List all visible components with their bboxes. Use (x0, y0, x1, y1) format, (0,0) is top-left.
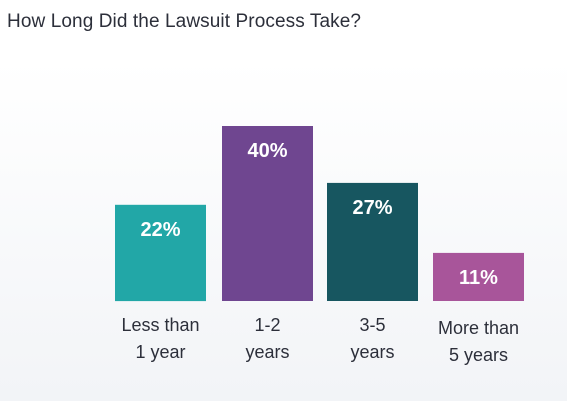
bar-value-label-4: 11% (459, 267, 498, 289)
category-label-2: 1-2 years (245, 315, 289, 362)
bar-1 (115, 204, 206, 302)
bar-value-label-1: 22% (140, 219, 180, 241)
category-label-1: Less than 1 year (121, 315, 199, 362)
bar-4 (433, 252, 524, 301)
bar-value-label-2: 40% (247, 140, 287, 162)
bar-3 (327, 182, 418, 301)
category-label-4: More than 5 years (438, 318, 519, 365)
chart-title: How Long Did the Lawsuit Process Take? (7, 11, 362, 32)
bar-2 (222, 126, 313, 301)
category-label-3: 3-5 years (350, 315, 394, 362)
bar-value-label-3: 27% (352, 197, 392, 219)
